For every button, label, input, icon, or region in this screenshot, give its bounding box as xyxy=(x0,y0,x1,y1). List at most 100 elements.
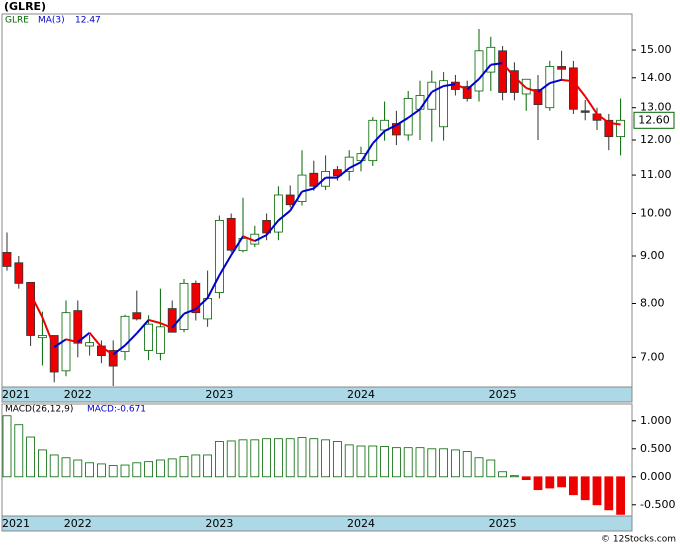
candle-body xyxy=(309,172,319,187)
macd-bar xyxy=(380,446,390,478)
ma-line xyxy=(171,313,185,329)
candle-body xyxy=(262,220,272,234)
macd-bar xyxy=(250,439,260,478)
ma-line xyxy=(206,274,221,299)
ma-line xyxy=(572,80,586,97)
candle-body xyxy=(533,89,543,106)
macd-bar xyxy=(580,476,590,501)
macd-bar xyxy=(321,439,331,478)
macd-bar xyxy=(179,456,189,478)
ma-line xyxy=(490,62,503,66)
macd-bar xyxy=(332,441,342,478)
chart-title: (GLRE) xyxy=(4,0,46,13)
macd-bar xyxy=(144,461,154,478)
macd-bar xyxy=(203,454,213,478)
macd-bar xyxy=(415,447,425,478)
macd-bar xyxy=(132,462,142,478)
candle-body xyxy=(486,46,496,73)
ma-line xyxy=(160,322,173,329)
ma-line xyxy=(124,332,138,347)
ma-line xyxy=(100,346,114,356)
y-tick-label: 11.00 xyxy=(640,168,672,181)
candle-body xyxy=(616,119,625,138)
ma-line xyxy=(218,254,233,276)
macd-bar xyxy=(38,449,47,478)
ma-line xyxy=(443,83,456,87)
legend-ma-value: 12.47 xyxy=(75,16,101,26)
date-strip xyxy=(1,515,633,532)
candle-body xyxy=(391,123,401,136)
ma-line xyxy=(478,64,492,80)
candle-body xyxy=(332,169,342,177)
ma-line xyxy=(360,142,374,163)
ma-line xyxy=(513,76,527,89)
macd-bar xyxy=(108,465,118,478)
candle-body xyxy=(344,156,354,172)
candle-body xyxy=(285,194,295,206)
price-tag xyxy=(633,111,675,129)
candle-body xyxy=(144,323,154,351)
candle-body xyxy=(73,310,83,344)
macd-bar xyxy=(309,438,319,478)
y-tick-label: 14.00 xyxy=(640,71,672,84)
macd-bar xyxy=(616,476,625,515)
ma-line xyxy=(301,187,315,193)
candle-body xyxy=(226,217,236,251)
candle-body xyxy=(521,78,531,95)
ma-line xyxy=(395,116,409,126)
candle-body xyxy=(155,326,165,354)
ma-line xyxy=(183,308,197,315)
candle-body xyxy=(120,315,130,353)
y-tick-label: 0.500 xyxy=(640,442,672,455)
candle-body xyxy=(427,81,437,110)
ma-line xyxy=(466,78,480,91)
candle-body xyxy=(38,335,47,339)
ma-line xyxy=(53,338,67,348)
macd-bar xyxy=(498,471,508,478)
date-strip xyxy=(1,386,633,403)
candle-body xyxy=(297,174,307,202)
ma-line xyxy=(348,161,362,170)
candle-body xyxy=(191,282,201,314)
macd-bar xyxy=(14,424,24,478)
candle-body xyxy=(545,66,555,109)
y-tick-label: 15.00 xyxy=(640,43,672,56)
y-tick-label: 0.000 xyxy=(640,470,672,483)
candle-body xyxy=(179,282,189,330)
macd-bar xyxy=(427,448,437,478)
y-tick-label: 8.00 xyxy=(640,296,665,309)
macd-bar xyxy=(155,459,165,478)
x-tick-label: 2025 xyxy=(489,388,517,401)
candle-body xyxy=(132,312,142,320)
candle-body xyxy=(167,308,177,333)
macd-bar xyxy=(120,464,130,478)
macd-bar xyxy=(462,451,472,478)
ma-line xyxy=(77,331,91,343)
macd-bar xyxy=(2,415,12,478)
macd-bar xyxy=(214,441,224,478)
y-tick-label: 13.00 xyxy=(640,101,672,114)
x-tick-label: 2023 xyxy=(205,388,233,401)
candle-body xyxy=(580,110,590,113)
ma-line xyxy=(136,319,150,334)
macd-bar xyxy=(85,462,94,478)
x-tick-label: 2023 xyxy=(205,517,233,530)
macd-bar xyxy=(368,445,378,478)
macd-bar xyxy=(73,459,83,478)
macd-bar xyxy=(604,476,614,511)
credit: © 12Stocks.com xyxy=(601,535,676,545)
macd-bar xyxy=(569,476,578,496)
ma-line xyxy=(407,108,421,119)
candle-body xyxy=(214,220,224,293)
macd-bar xyxy=(486,459,496,478)
candle-body xyxy=(498,50,508,93)
macd-bar xyxy=(545,476,555,489)
candle-body xyxy=(26,281,36,336)
ma-line xyxy=(537,82,551,93)
macd-bar xyxy=(273,438,283,478)
macd-bar xyxy=(61,457,71,478)
candle-body xyxy=(49,335,59,373)
ma-line xyxy=(525,87,539,93)
ma-line xyxy=(41,316,56,348)
macd-bar xyxy=(450,449,460,478)
